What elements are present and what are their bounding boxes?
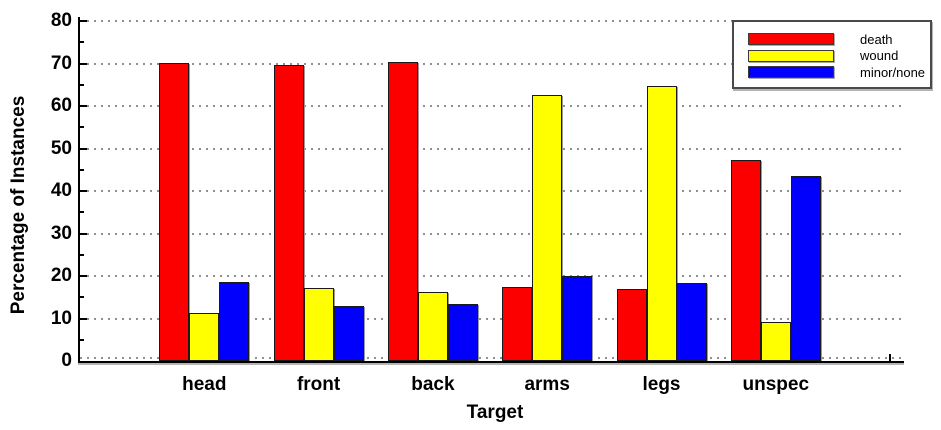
bar-head-wound	[189, 312, 220, 361]
y-tick-label-20: 20	[50, 265, 72, 286]
x-axis-title: Target	[466, 402, 524, 423]
x-category-label-legs: legs	[642, 374, 681, 395]
x-category-label-back: back	[411, 374, 455, 395]
legend: death wound minor/none	[732, 20, 932, 89]
y-major-tick-70	[80, 62, 87, 65]
y-tick-label-50: 50	[50, 137, 72, 159]
y-minor-tick-75	[80, 41, 84, 44]
y-tick-label-70: 70	[50, 52, 72, 74]
y-minor-tick-65	[80, 83, 84, 86]
bar-back-wound	[417, 292, 448, 361]
bar-back-death	[387, 62, 418, 361]
bar-arms-wound	[532, 94, 563, 361]
gridline-50	[80, 147, 903, 150]
y-axis-line	[78, 17, 80, 363]
legend-label: wound	[860, 48, 899, 63]
gridline-30	[80, 232, 903, 235]
y-major-tick-20	[80, 275, 87, 277]
legend-label: minor/none	[860, 64, 926, 80]
y-tick-label-80: 80	[50, 10, 72, 31]
gridline-10	[80, 317, 903, 320]
bar-arms-death	[502, 286, 533, 361]
bar-unspec-wound	[760, 322, 791, 361]
y-major-tick-80	[80, 20, 87, 22]
gridline-20	[80, 275, 903, 277]
x-category-label-arms: arms	[524, 374, 570, 395]
legend-label: death	[860, 31, 893, 47]
y-major-tick-60	[80, 105, 87, 107]
bar-unspec-death	[730, 160, 761, 361]
legend-item-death: death	[748, 31, 930, 47]
bar-head-minor-none	[219, 282, 250, 361]
x-category-label-unspec: unspec	[742, 374, 810, 395]
y-minor-tick-15	[80, 296, 84, 299]
gridline-baseline	[80, 357, 903, 359]
gridline-80	[80, 20, 903, 22]
legend-swatch-wound	[748, 49, 834, 62]
y-tick-label-0: 0	[61, 350, 72, 371]
y-minor-tick-45	[80, 168, 84, 171]
gridline-70	[80, 62, 903, 65]
y-minor-tick-25	[80, 253, 84, 256]
x-category-label-front: front	[296, 374, 341, 395]
y-major-tick-10	[80, 317, 87, 320]
plot-area	[80, 20, 903, 361]
x-axis-line	[78, 361, 904, 363]
y-minor-tick-35	[80, 211, 84, 214]
legend-swatch-death	[748, 33, 834, 45]
bar-legs-minor-none	[676, 283, 707, 361]
y-tick-label-10: 10	[50, 307, 72, 329]
bar-front-wound	[303, 287, 334, 361]
y-tick-label-60: 60	[50, 95, 72, 116]
y-major-tick-50	[80, 147, 87, 150]
bar-head-death	[159, 62, 190, 361]
bar-unspec-minor-none	[790, 176, 821, 361]
x-category-label-head: head	[182, 374, 227, 395]
legend-item-minor-none: minor/none	[748, 64, 930, 80]
bar-legs-death	[616, 288, 647, 361]
y-tick-label-30: 30	[50, 222, 72, 244]
bar-front-minor-none	[333, 306, 364, 361]
gridline-60	[80, 105, 903, 107]
y-major-tick-40	[80, 190, 87, 192]
bar-front-death	[273, 64, 304, 361]
y-minor-tick-5	[80, 338, 84, 341]
gridline-40	[80, 190, 903, 192]
legend-swatch-minor-none	[748, 66, 834, 78]
bar-legs-wound	[646, 85, 677, 361]
bar-arms-minor-none	[562, 276, 593, 361]
legend-item-wound: wound	[748, 48, 930, 63]
y-tick-label-40: 40	[50, 180, 72, 201]
bar-back-minor-none	[447, 303, 478, 361]
y-major-tick-30	[80, 232, 87, 235]
y-minor-tick-55	[80, 126, 84, 129]
x-axis-end-tick	[889, 354, 891, 361]
